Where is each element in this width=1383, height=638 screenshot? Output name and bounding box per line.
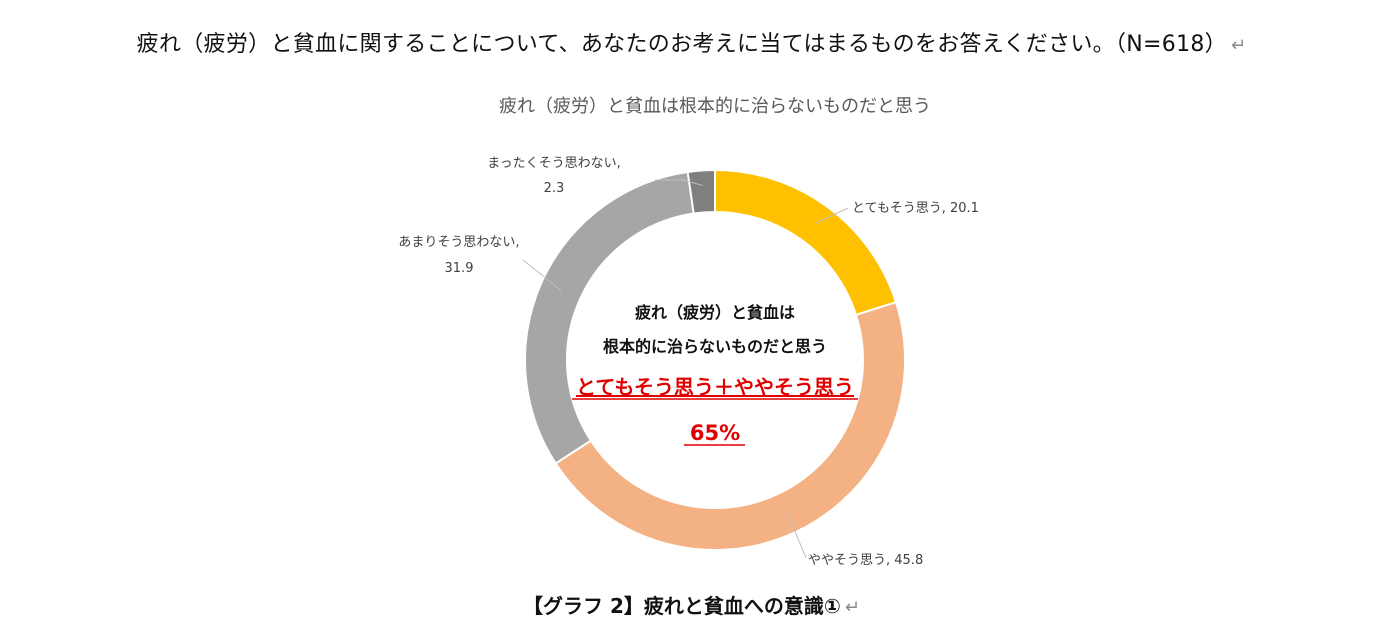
- data-labels: とてもそう思う, 20.1 ややそう思う, 45.8 あまりそう思わない, 31…: [398, 156, 978, 568]
- slice-mattaku: [686, 168, 716, 215]
- data-label-amari-value: 31.9: [445, 261, 474, 276]
- return-mark-icon: ↵: [1230, 35, 1247, 56]
- data-label-amari-line1: あまりそう思わない,: [398, 235, 519, 250]
- donut-slices: [524, 168, 906, 551]
- caption-label: 【グラフ 2】疲れと貧血への意識①: [523, 594, 841, 618]
- leader-yaya: [786, 512, 807, 559]
- leader-lines: [522, 179, 849, 559]
- data-label-totemo: とてもそう思う, 20.1: [852, 201, 979, 216]
- data-label-mattaku-line1: まったくそう思わない,: [487, 156, 621, 171]
- center-text: 疲れ（疲労）と貧血は 根本的に治らないものだと思う とてもそう思う＋ややそう思う…: [572, 303, 858, 446]
- center-line-2: 根本的に治らないものだと思う: [603, 337, 827, 356]
- leader-mattaku: [655, 179, 703, 186]
- slice-yaya: [554, 300, 906, 551]
- slice-totemo: [714, 168, 898, 317]
- question-label: 疲れ（疲労）と貧血に関することについて、あなたのお考えに当てはまるものをお答えく…: [136, 32, 1227, 57]
- leader-totemo: [814, 207, 849, 224]
- return-mark-icon: ↵: [844, 597, 860, 618]
- chart-title: 疲れ（疲労）と貧血は根本的に治らないものだと思う: [499, 96, 931, 117]
- center-highlight: とてもそう思う＋ややそう思う: [576, 375, 854, 399]
- center-percent: 65%: [690, 421, 740, 445]
- data-label-yaya: ややそう思う, 45.8: [808, 553, 923, 568]
- center-line-1: 疲れ（疲労）と貧血は: [635, 303, 795, 322]
- data-label-mattaku-value: 2.3: [544, 181, 565, 196]
- figure-caption: 【グラフ 2】疲れと貧血への意識① ↵: [0, 590, 1383, 619]
- leader-amari: [522, 259, 562, 291]
- question-text: 疲れ（疲労）と貧血に関することについて、あなたのお考えに当てはまるものをお答えく…: [0, 26, 1383, 58]
- donut-chart: 疲れ（疲労）と貧血は根本的に治らないものだと思う とてもそう思う, 20.1 や…: [398, 96, 978, 568]
